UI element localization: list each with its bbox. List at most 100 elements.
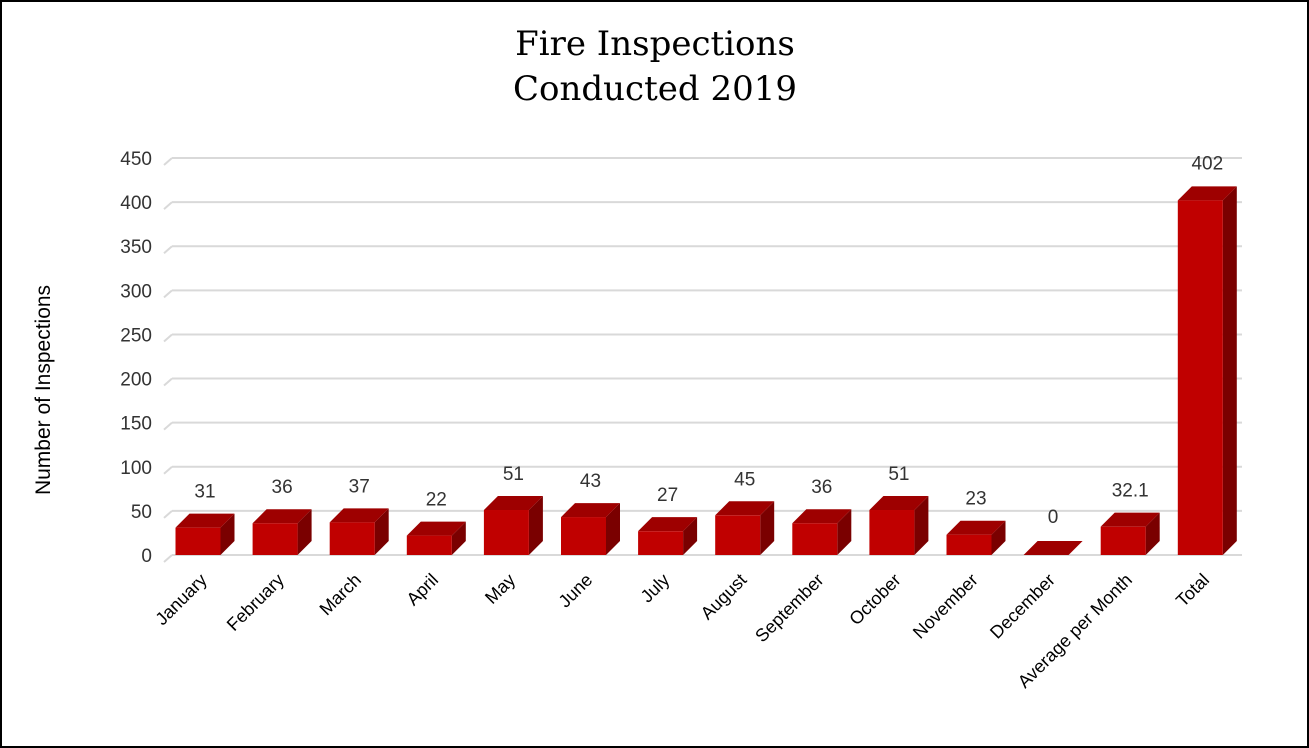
data-labels: 31 36 37 22 51 43 27 45 36 51 23 0 32.1 402 [194,153,1223,528]
gridline-diag [163,157,173,166]
x-tick-label: January [151,570,210,629]
data-label: 51 [888,464,909,485]
x-tick-label: June [555,570,597,612]
bar-side [1222,186,1237,555]
bar-side [914,496,929,555]
bar-side [374,508,389,555]
y-tick-label: 100 [120,458,152,479]
x-tick-label: October [845,570,904,629]
bar-top [715,501,775,516]
bar-side [837,509,852,555]
bar-front [483,510,529,555]
bar-front [792,523,838,555]
bar [792,509,852,555]
gridline-diag [163,289,173,299]
chart-title-line-2: Conducted 2019 [513,69,797,109]
bar-side [451,521,466,555]
y-tick-label: 250 [120,325,152,346]
bar-top [561,503,620,518]
bar-front [1100,526,1146,555]
bar [483,496,543,555]
gridline-diag [163,554,173,563]
gridline-diag [163,245,173,254]
x-tick-label: July [637,570,674,607]
gridline-diag [163,201,173,210]
x-axis-labels: January February March April May June July Augu… [151,570,1213,692]
gridline-diag [163,377,173,387]
bar-top [946,520,1006,535]
bar-front [175,527,221,555]
gridlines [163,157,1242,563]
x-tick-label: Total [1172,570,1213,611]
data-label: 31 [194,482,215,503]
y-tick-label: 350 [120,237,152,258]
bar [406,521,466,555]
bar-front [715,515,761,555]
data-label: 37 [349,476,370,497]
y-tick-label: 200 [120,370,152,391]
bar-top [1023,541,1083,555]
bars [175,186,1237,555]
y-axis-ticks: 0 50 100 150 200 250 300 350 400 450 [120,149,152,567]
bar-side [528,496,543,555]
bar [1100,512,1160,555]
y-axis-label: Number of Inspections [32,285,55,495]
bar [252,509,312,555]
data-label: 22 [426,490,447,511]
bar-front [869,510,915,555]
data-label: 32.1 [1112,481,1149,502]
bar-top [792,509,852,524]
chart-title-line-1: Fire Inspections [515,24,795,64]
data-label: 45 [734,469,755,490]
y-tick-label: 450 [120,149,152,170]
data-label: 36 [272,477,293,498]
y-tick-label: 50 [131,502,152,523]
data-label: 27 [657,485,678,506]
bar-top [638,517,698,532]
y-tick-label: 400 [120,193,152,214]
bar-side [760,501,775,555]
gridline-diag [163,333,173,343]
bar [1177,186,1237,555]
x-tick-label: April [403,570,443,610]
bar-side [1145,512,1160,555]
data-label: 402 [1191,153,1223,174]
data-label: 51 [503,464,524,485]
bar-side [606,503,620,555]
bar [946,520,1006,555]
bar [561,503,620,555]
bar-front [1177,200,1223,555]
gridline-diag [163,466,173,475]
y-tick-label: 150 [120,414,152,435]
x-tick-label: September [751,570,827,646]
data-label: 23 [965,489,986,510]
bar-top [406,521,466,536]
bar-top [175,513,235,528]
x-tick-label: August [697,570,751,624]
x-tick-label: February [223,570,288,635]
bar-front [329,522,375,555]
bar [175,513,235,555]
bar-front [406,535,452,555]
bar-side [220,513,235,555]
bar-side [297,509,312,555]
data-label: 36 [811,477,832,498]
bar [329,508,389,555]
bar-front [638,531,684,555]
data-label: 43 [580,471,601,492]
y-tick-label: 0 [141,546,152,567]
gridline-diag [163,421,173,431]
bar-top [252,509,312,524]
bar-front [561,517,606,555]
bar-top [483,496,543,511]
bar-top [1177,186,1237,201]
x-tick-label: March [316,570,366,620]
bar [869,496,929,555]
x-tick-label: May [481,570,519,608]
bar-top [1100,512,1160,527]
x-tick-label: December [986,570,1059,643]
bar-front [252,523,298,555]
bar [1023,541,1083,555]
